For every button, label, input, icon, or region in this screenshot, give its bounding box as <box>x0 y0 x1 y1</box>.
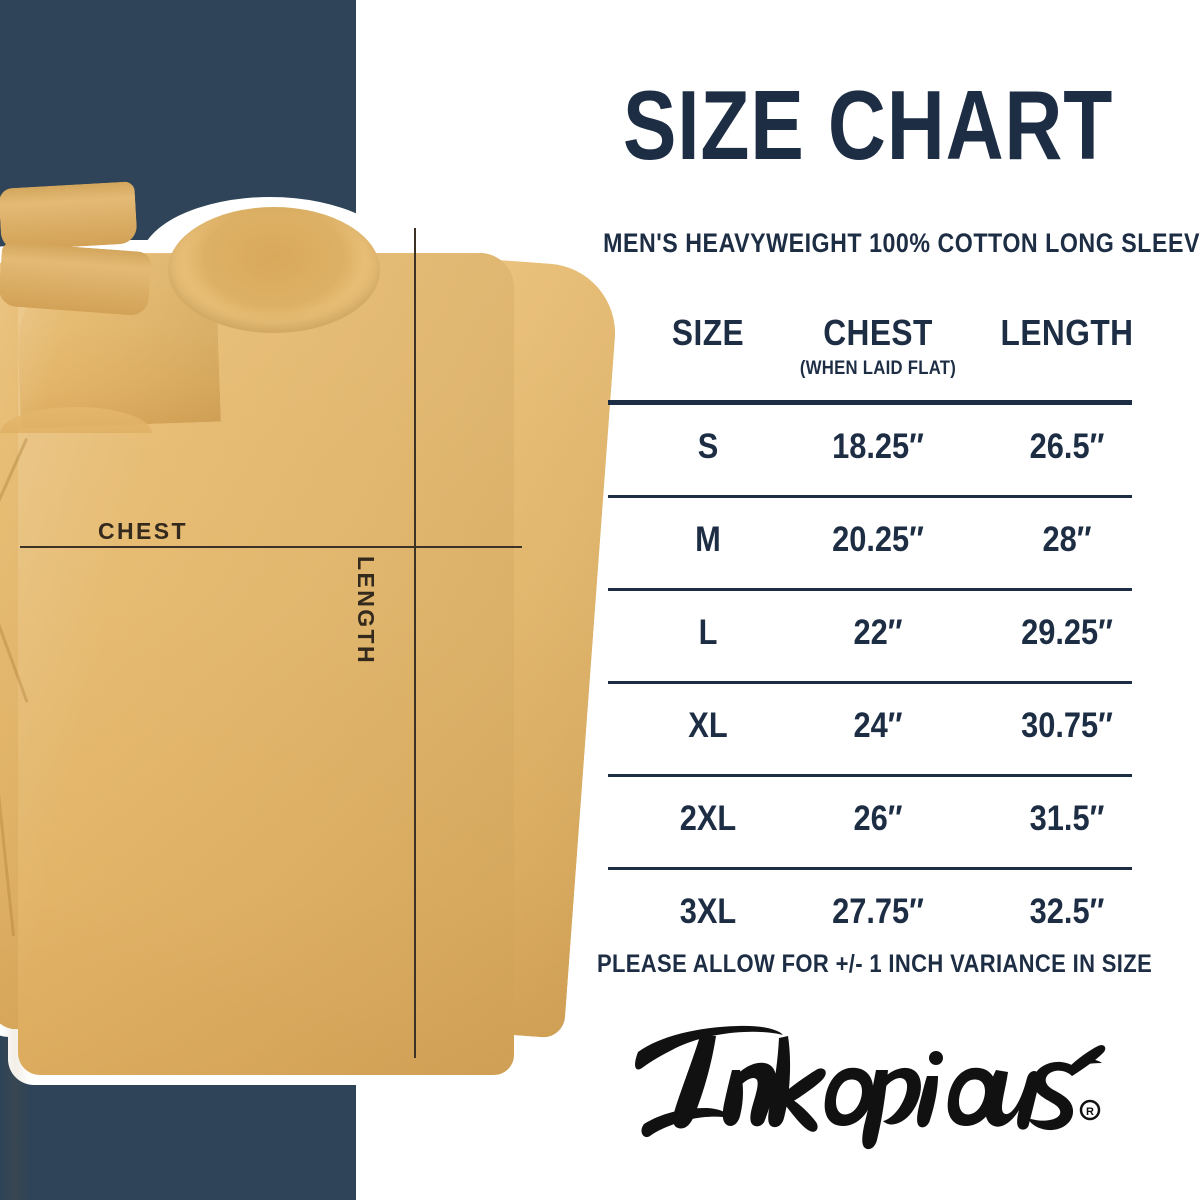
svg-text:R: R <box>1086 1106 1094 1118</box>
cell-length: 29.25″ <box>1021 613 1113 652</box>
column-header-chest-note: (WHEN LAID FLAT) <box>799 358 957 379</box>
cell-chest: 20.25″ <box>832 520 924 559</box>
cell-length: 26.5″ <box>1029 427 1105 466</box>
table-row: 2XL 26″ 31.5″ <box>608 774 1132 867</box>
cell-chest: 24″ <box>853 706 903 745</box>
column-header-size: SIZE <box>671 312 745 353</box>
cell-size: XL <box>688 706 728 745</box>
chest-measurement-label: CHEST <box>98 518 188 544</box>
cell-chest: 27.75″ <box>832 892 924 931</box>
cell-chest: 18.25″ <box>832 427 924 466</box>
right-cuff <box>0 241 153 317</box>
size-table: SIZE CHEST LENGTH (WHEN LAID FLAT) S 18.… <box>608 312 1133 931</box>
chart-panel: SIZE CHART MEN'S HEAVYWEIGHT 100% COTTON… <box>560 0 1200 1200</box>
cell-chest: 26″ <box>853 799 903 838</box>
shirt-photo: CHEST LENGTH <box>0 181 621 1200</box>
cell-length: 32.5″ <box>1029 892 1105 931</box>
length-measurement-line <box>414 228 416 1058</box>
chest-measurement-line <box>20 546 522 548</box>
table-row: S 18.25″ 26.5″ <box>608 405 1132 495</box>
column-header-length: LENGTH <box>1000 312 1134 353</box>
column-header-chest: CHEST <box>823 312 933 353</box>
cell-size: M <box>695 520 721 559</box>
cell-size: L <box>698 613 718 652</box>
cell-length: 28″ <box>1042 520 1092 559</box>
length-measurement-label: LENGTH <box>353 556 379 665</box>
table-body: S 18.25″ 26.5″ M 20.25″ 28″ L 22″ 29.25″… <box>608 405 1132 960</box>
page-title: SIZE CHART <box>622 70 1114 180</box>
table-header-rule <box>608 400 1132 405</box>
inkopious-logo: R <box>620 1000 1120 1150</box>
cell-size: 3XL <box>679 892 737 931</box>
left-cuff <box>0 181 138 251</box>
table-row: XL 24″ 30.75″ <box>608 681 1132 774</box>
table-header-row: SIZE CHEST LENGTH (WHEN LAID FLAT) <box>608 312 1133 394</box>
page-subtitle: MEN'S HEAVYWEIGHT 100% COTTON LONG SLEEV… <box>603 228 1200 258</box>
cell-size: S <box>697 427 719 466</box>
cell-chest: 22″ <box>853 613 903 652</box>
table-row: M 20.25″ 28″ <box>608 495 1132 588</box>
variance-note: PLEASE ALLOW FOR +/- 1 INCH VARIANCE IN … <box>596 950 1153 978</box>
cell-length: 31.5″ <box>1029 799 1105 838</box>
table-row: 3XL 27.75″ 32.5″ <box>608 867 1132 960</box>
cell-size: 2XL <box>679 799 737 838</box>
collar <box>168 207 380 333</box>
long-sleeve-shirt-graphic <box>0 181 621 1200</box>
cell-length: 30.75″ <box>1021 706 1113 745</box>
table-row: L 22″ 29.25″ <box>608 588 1132 681</box>
